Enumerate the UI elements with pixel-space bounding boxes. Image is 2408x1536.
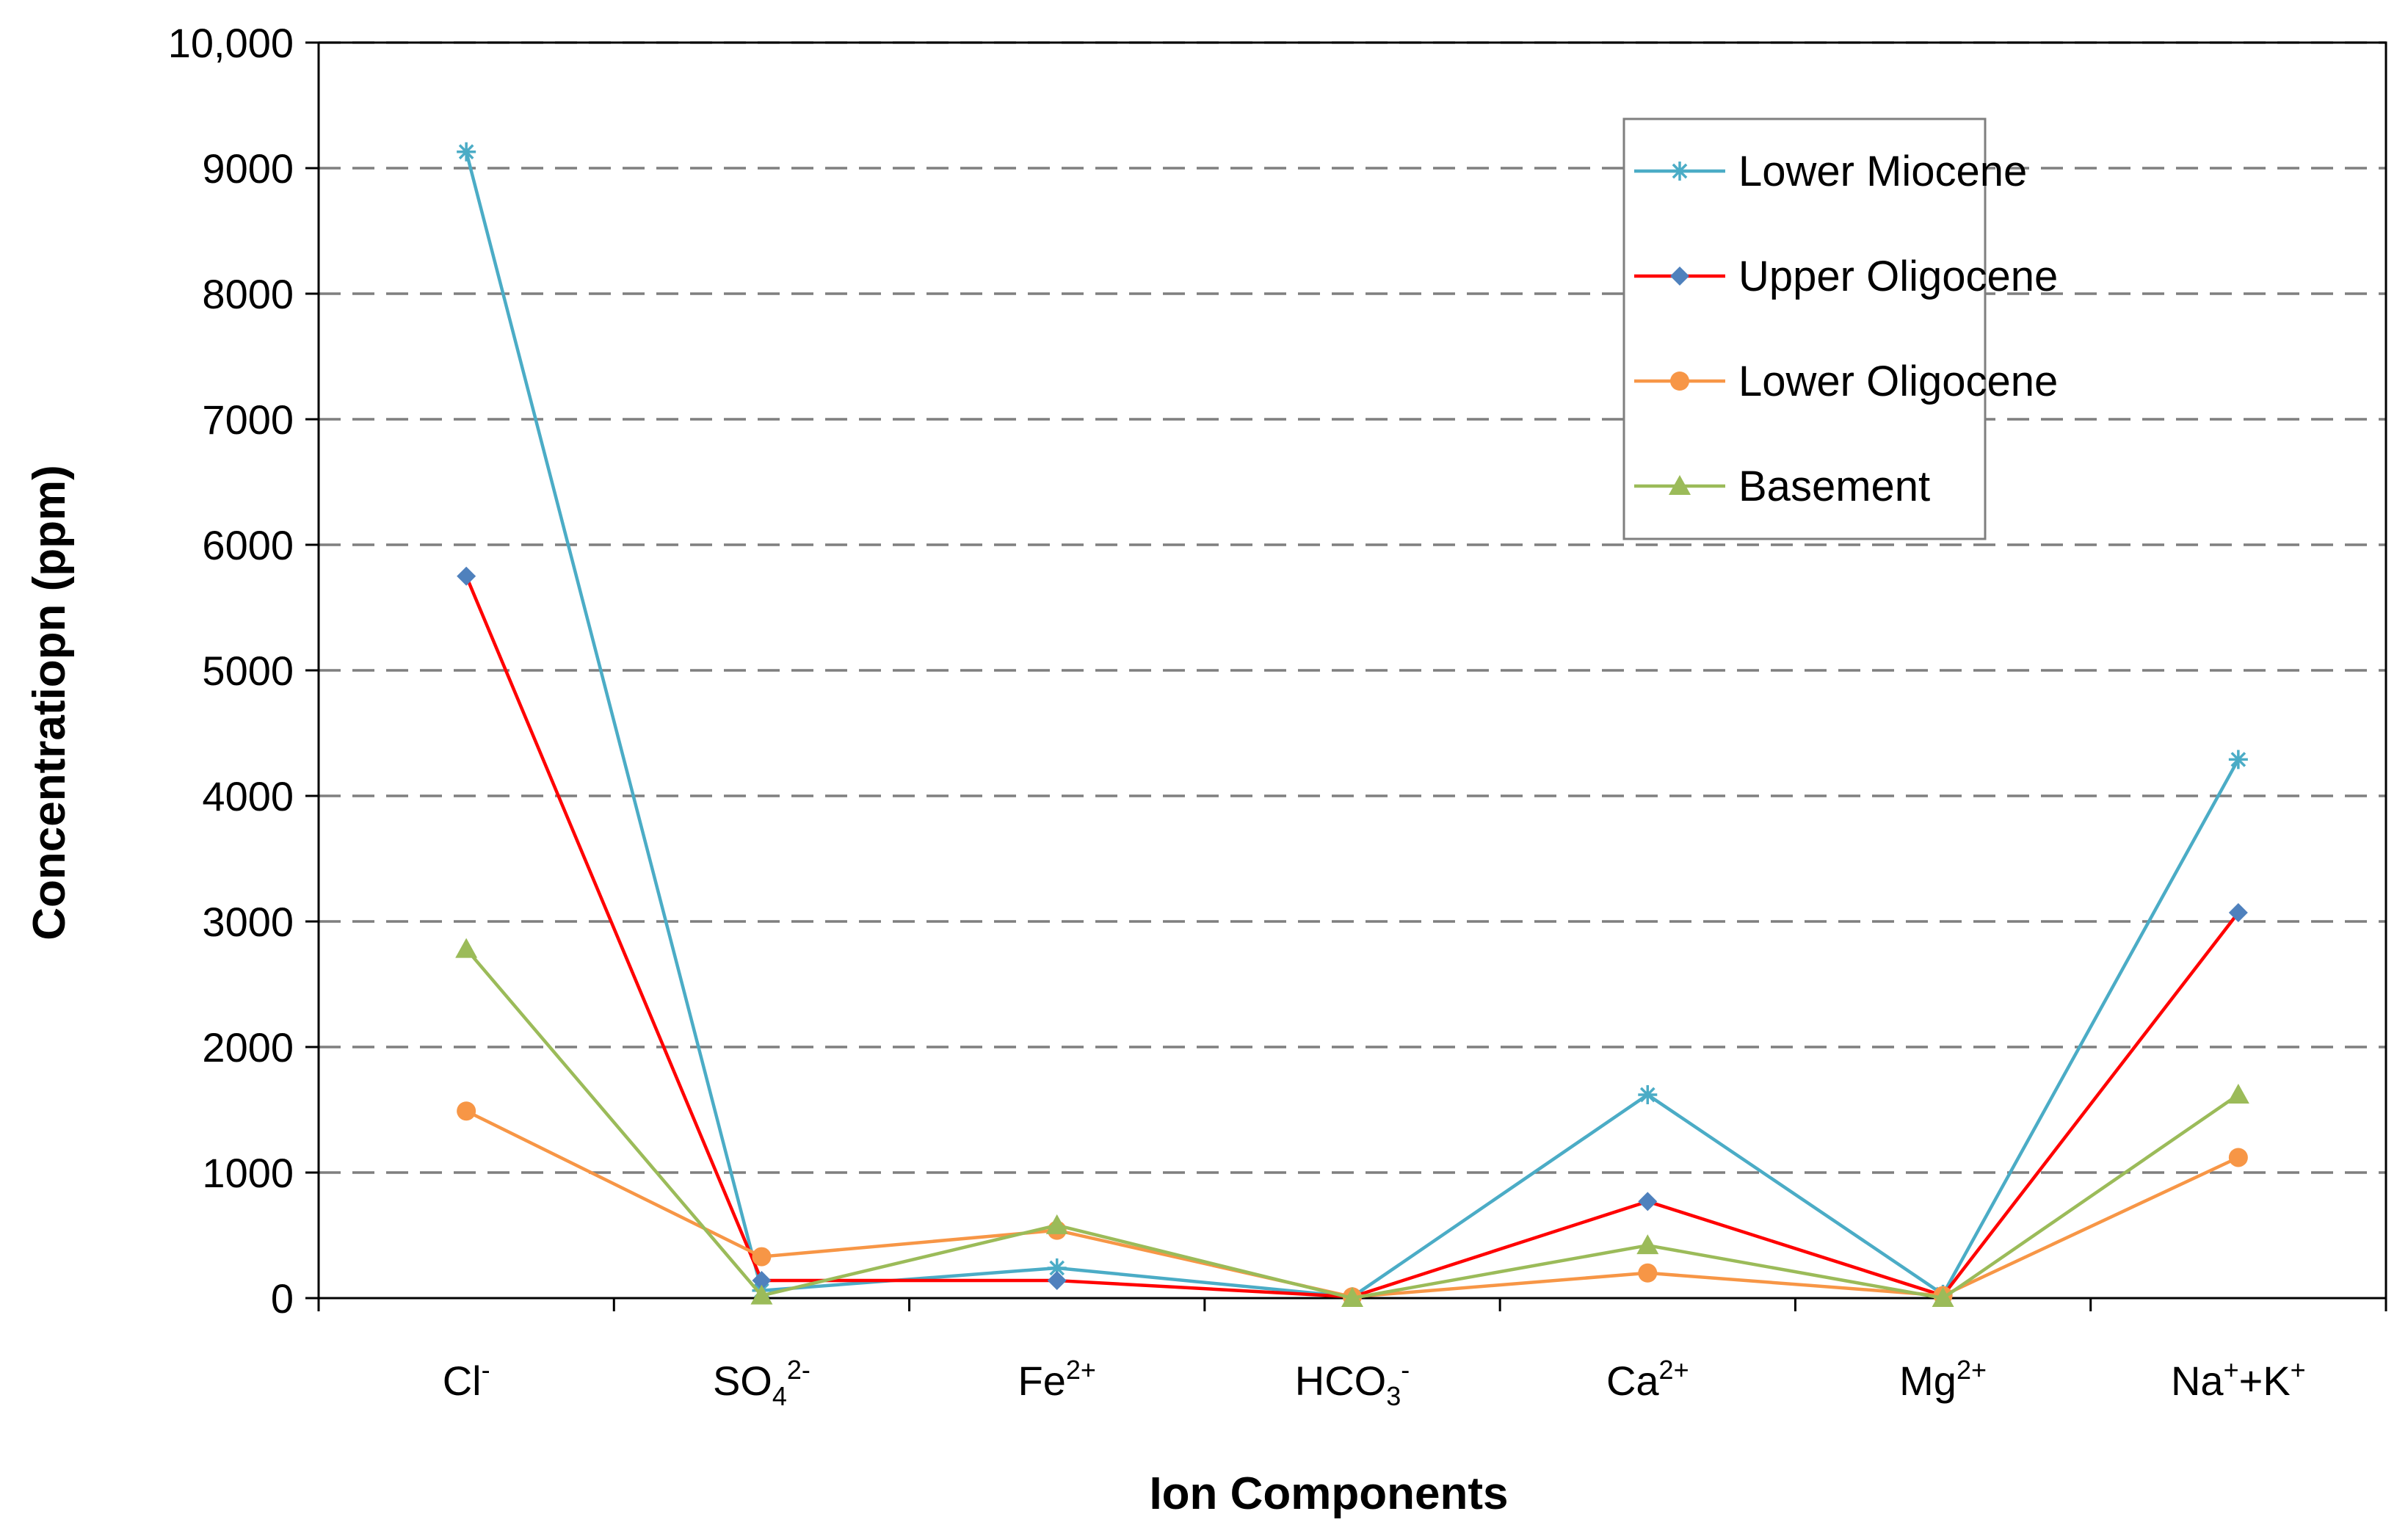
y-tick-label-4: 4000	[202, 773, 294, 819]
legend-swatch-marker	[1670, 267, 1689, 286]
grid-lines	[319, 41, 2386, 1174]
legend-swatch-marker	[1669, 475, 1691, 495]
y-tick-label-6: 6000	[202, 522, 294, 568]
data-point-lower-oligocene-6	[2228, 1148, 2248, 1167]
data-point-upper-oligocene-0	[457, 566, 476, 586]
y-tick-label-0: 0	[271, 1275, 294, 1322]
data-point-basement-3	[1341, 1287, 1363, 1307]
x-tick-label-0: Cl-	[443, 1355, 490, 1404]
series-line-lower-oligocene	[465, 1109, 2239, 1299]
y-tick-label-5: 5000	[202, 648, 294, 694]
data-point-lower-miocene-6	[2228, 750, 2248, 769]
y-axis-title: Concentratiopn (ppm)	[24, 465, 75, 941]
legend-label: Basement	[1738, 463, 1930, 510]
data-point-lower-miocene-4	[1638, 1084, 1658, 1104]
data-point-basement-6	[2227, 1083, 2249, 1104]
data-point-basement-4	[1636, 1234, 1659, 1255]
legend-label: Lower Miocene	[1738, 148, 2027, 195]
data-point-basement-5	[1932, 1287, 1954, 1307]
legend-label: Lower Oligocene	[1738, 358, 2058, 405]
legend-item-lower-miocene: Lower Miocene	[1634, 148, 2027, 195]
data-point-upper-oligocene-4	[1638, 1192, 1658, 1211]
x-tick-label-3: HCO3-	[1295, 1355, 1410, 1411]
data-point-basement-0	[455, 938, 478, 958]
x-tick-label-6: Na++K+	[2171, 1355, 2306, 1404]
data-point-upper-oligocene-6	[2228, 903, 2248, 923]
data-point-lower-oligocene-0	[457, 1101, 476, 1121]
legend-label: Upper Oligocene	[1738, 253, 2058, 300]
y-tick-label-9: 9000	[202, 145, 294, 192]
x-tick-label-1: SO42-	[713, 1355, 810, 1411]
legend-item-basement: Basement	[1634, 463, 1930, 510]
series-line-upper-oligocene	[465, 575, 2240, 1299]
data-point-lower-oligocene-4	[1638, 1263, 1658, 1283]
x-tick-label-4: Ca2+	[1606, 1355, 1689, 1404]
data-point-upper-oligocene-1	[752, 1271, 772, 1291]
y-tick-label-1: 1000	[202, 1150, 294, 1196]
series-lines	[455, 142, 2249, 1307]
series-line-basement	[465, 948, 2240, 1300]
axes	[305, 41, 2387, 1311]
x-tick-labels: Cl- SO42- Fe2+ HCO3- Ca2+ Mg2+ Na++K+	[443, 1355, 2306, 1411]
data-point-lower-miocene-0	[457, 142, 476, 162]
x-tick-label-2: Fe2+	[1018, 1355, 1096, 1404]
legend-box	[1622, 117, 1987, 540]
data-point-basement-2	[1045, 1214, 1068, 1234]
data-point-lower-oligocene-1	[752, 1247, 772, 1267]
y-tick-labels: 0 1000 2000 3000 4000 5000 6000 7000 8000 9000 10,…	[168, 20, 294, 1322]
legend-item-upper-oligocene: Upper Oligocene	[1634, 253, 2058, 300]
y-tick-label-8: 8000	[202, 271, 294, 317]
y-tick-label-7: 7000	[202, 396, 294, 443]
legend: Lower Miocene Upper Oligocene Lower Oligoc…	[1622, 117, 2058, 540]
legend-item-lower-oligocene: Lower Oligocene	[1634, 358, 2058, 405]
y-tick-label-3: 3000	[202, 899, 294, 945]
y-tick-label-2: 2000	[202, 1024, 294, 1071]
legend-swatch-marker	[1670, 162, 1689, 181]
x-axis-title: Ion Components	[1149, 1468, 1508, 1519]
data-point-basement-1	[750, 1284, 773, 1305]
data-point-upper-oligocene-2	[1047, 1271, 1067, 1291]
y-tick-label-10: 10,000	[168, 20, 294, 66]
x-tick-label-5: Mg2+	[1899, 1355, 1987, 1404]
legend-swatch-marker	[1670, 372, 1689, 391]
